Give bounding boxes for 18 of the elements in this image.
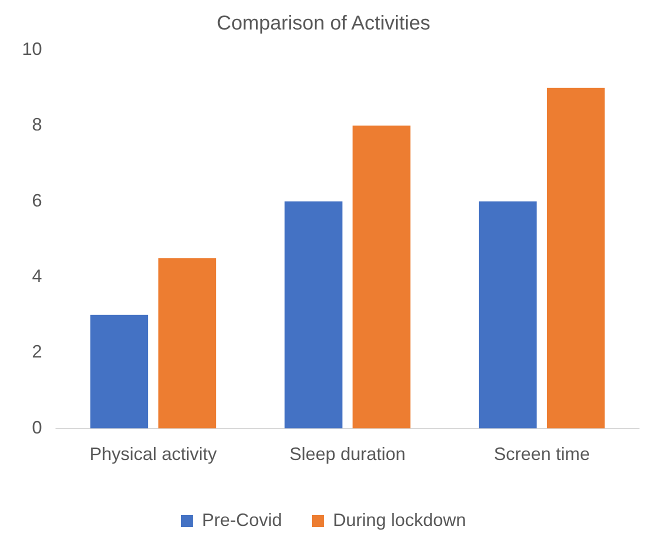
bar <box>90 314 148 428</box>
legend-label: Pre-Covid <box>202 510 282 530</box>
bar <box>546 88 605 428</box>
y-tick-label: 10 <box>22 38 42 59</box>
y-tick-label: 2 <box>32 342 42 362</box>
y-tick-label: 4 <box>32 266 42 286</box>
bar <box>352 126 410 428</box>
legend-label: During lockdown <box>332 510 466 530</box>
bar <box>158 258 216 428</box>
bar <box>284 201 342 428</box>
bar <box>478 201 537 428</box>
y-tick-label: 0 <box>32 417 42 438</box>
x-tick-label: Screen time <box>494 444 590 464</box>
chart-title: Comparison of Activities <box>216 12 430 35</box>
y-tick-label: 8 <box>32 114 42 135</box>
x-tick-label: Sleep duration <box>289 444 406 464</box>
y-tick-label: 6 <box>32 190 42 210</box>
x-tick-label: Physical activity <box>90 444 217 464</box>
